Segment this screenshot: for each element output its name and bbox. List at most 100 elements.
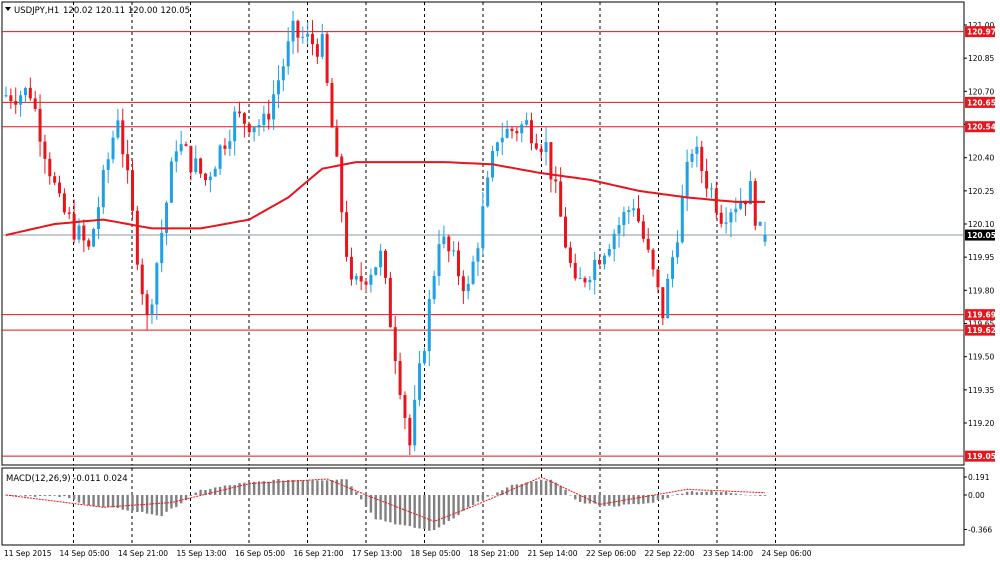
macd-bar <box>194 492 197 495</box>
candle <box>67 206 71 220</box>
macd-signal-line <box>5 476 766 522</box>
macd-bar <box>423 495 426 529</box>
candle <box>296 19 300 53</box>
candle <box>461 270 465 304</box>
candle <box>14 87 18 114</box>
candle <box>28 77 32 101</box>
time-tick-label: 17 Sep 13:00 <box>352 549 402 558</box>
macd-bar <box>739 494 742 495</box>
macd-bar <box>272 479 275 495</box>
macd-bar <box>715 491 718 495</box>
candle <box>554 166 558 194</box>
macd-bar <box>68 495 71 499</box>
macd-bar <box>447 495 450 521</box>
candle <box>709 183 713 199</box>
macd-bar <box>116 495 120 508</box>
macd-bar <box>389 495 392 523</box>
candle <box>568 241 572 268</box>
candle <box>369 268 373 293</box>
svg-text:120.97: 120.97 <box>967 28 996 37</box>
macd-bar <box>612 495 616 507</box>
candle <box>549 142 553 193</box>
macd-bar <box>257 481 261 495</box>
price-tick-label: 119.65 <box>968 320 994 329</box>
candle <box>199 157 203 178</box>
candle <box>729 208 733 238</box>
macd-bar <box>43 495 47 496</box>
ohlc-label: 120.02 120.11 120.00 120.05 <box>63 6 190 16</box>
candle <box>58 175 62 198</box>
price-tick-label: 120.10 <box>968 220 994 229</box>
macd-bar <box>233 484 236 495</box>
macd-bar <box>539 479 543 495</box>
macd-bar <box>705 491 708 495</box>
time-tick-label: 18 Sep 21:00 <box>469 549 519 558</box>
macd-bar <box>408 495 412 527</box>
price-tick-label: 119.50 <box>968 353 994 362</box>
price-tick-label: 119.20 <box>968 419 994 428</box>
time-tick-label: 11 Sep 2015 <box>4 549 52 558</box>
macd-bar <box>413 495 416 528</box>
candle <box>184 141 188 147</box>
candle <box>612 228 616 262</box>
candle <box>413 385 417 452</box>
dropdown-triangle-icon[interactable] <box>5 7 11 11</box>
candle <box>685 149 689 211</box>
macd-bar <box>106 495 110 508</box>
macd-bar <box>544 480 548 495</box>
macd-bar <box>535 481 538 495</box>
candle <box>544 127 548 166</box>
candle <box>101 164 105 214</box>
macd-bar <box>350 486 353 495</box>
macd-bar <box>720 492 723 495</box>
macd-bar <box>131 495 134 511</box>
macd-bar <box>471 495 475 506</box>
candle <box>267 99 271 130</box>
macd-bar <box>724 491 728 495</box>
candle <box>257 119 261 136</box>
macd-bar <box>442 495 446 525</box>
macd-bar <box>209 488 212 495</box>
candle <box>291 11 295 55</box>
candle <box>724 207 728 234</box>
macd-bar <box>374 495 377 520</box>
candle <box>418 350 422 407</box>
candle <box>602 253 606 270</box>
macd-bar <box>330 480 334 495</box>
macd-bar <box>583 495 587 504</box>
candle <box>573 253 577 281</box>
candle <box>62 188 66 215</box>
candle <box>203 172 207 186</box>
candle <box>393 315 397 375</box>
candle <box>564 207 568 249</box>
candle <box>48 152 52 185</box>
macd-bar <box>77 495 81 503</box>
candle <box>481 191 485 256</box>
candle <box>505 120 509 139</box>
macd-axis: 0.191 0.00 -0.366 <box>964 473 992 534</box>
candle <box>96 196 100 240</box>
svg-text:120.65: 120.65 <box>967 98 996 107</box>
time-tick-label: 22 Sep 06:00 <box>586 549 636 558</box>
time-tick-label: 23 Sep 14:00 <box>703 549 753 558</box>
macd-bar <box>335 479 339 495</box>
macd-bar <box>744 494 747 496</box>
candle <box>700 140 704 184</box>
candles <box>4 11 767 456</box>
macd-bar <box>690 491 694 495</box>
candle <box>218 144 222 176</box>
candle <box>238 101 242 118</box>
candle <box>33 90 37 112</box>
candle <box>116 108 120 140</box>
candle <box>223 138 227 156</box>
candle <box>155 261 159 320</box>
candle <box>379 243 383 276</box>
macd-bar <box>530 481 533 495</box>
macd-bar <box>700 491 703 495</box>
macd-bar <box>19 495 22 496</box>
candle <box>135 205 139 271</box>
macd-bar <box>369 495 373 513</box>
price-tick-label: 119.35 <box>968 386 994 395</box>
macd-bar <box>608 495 611 506</box>
macd-bar <box>252 481 256 495</box>
